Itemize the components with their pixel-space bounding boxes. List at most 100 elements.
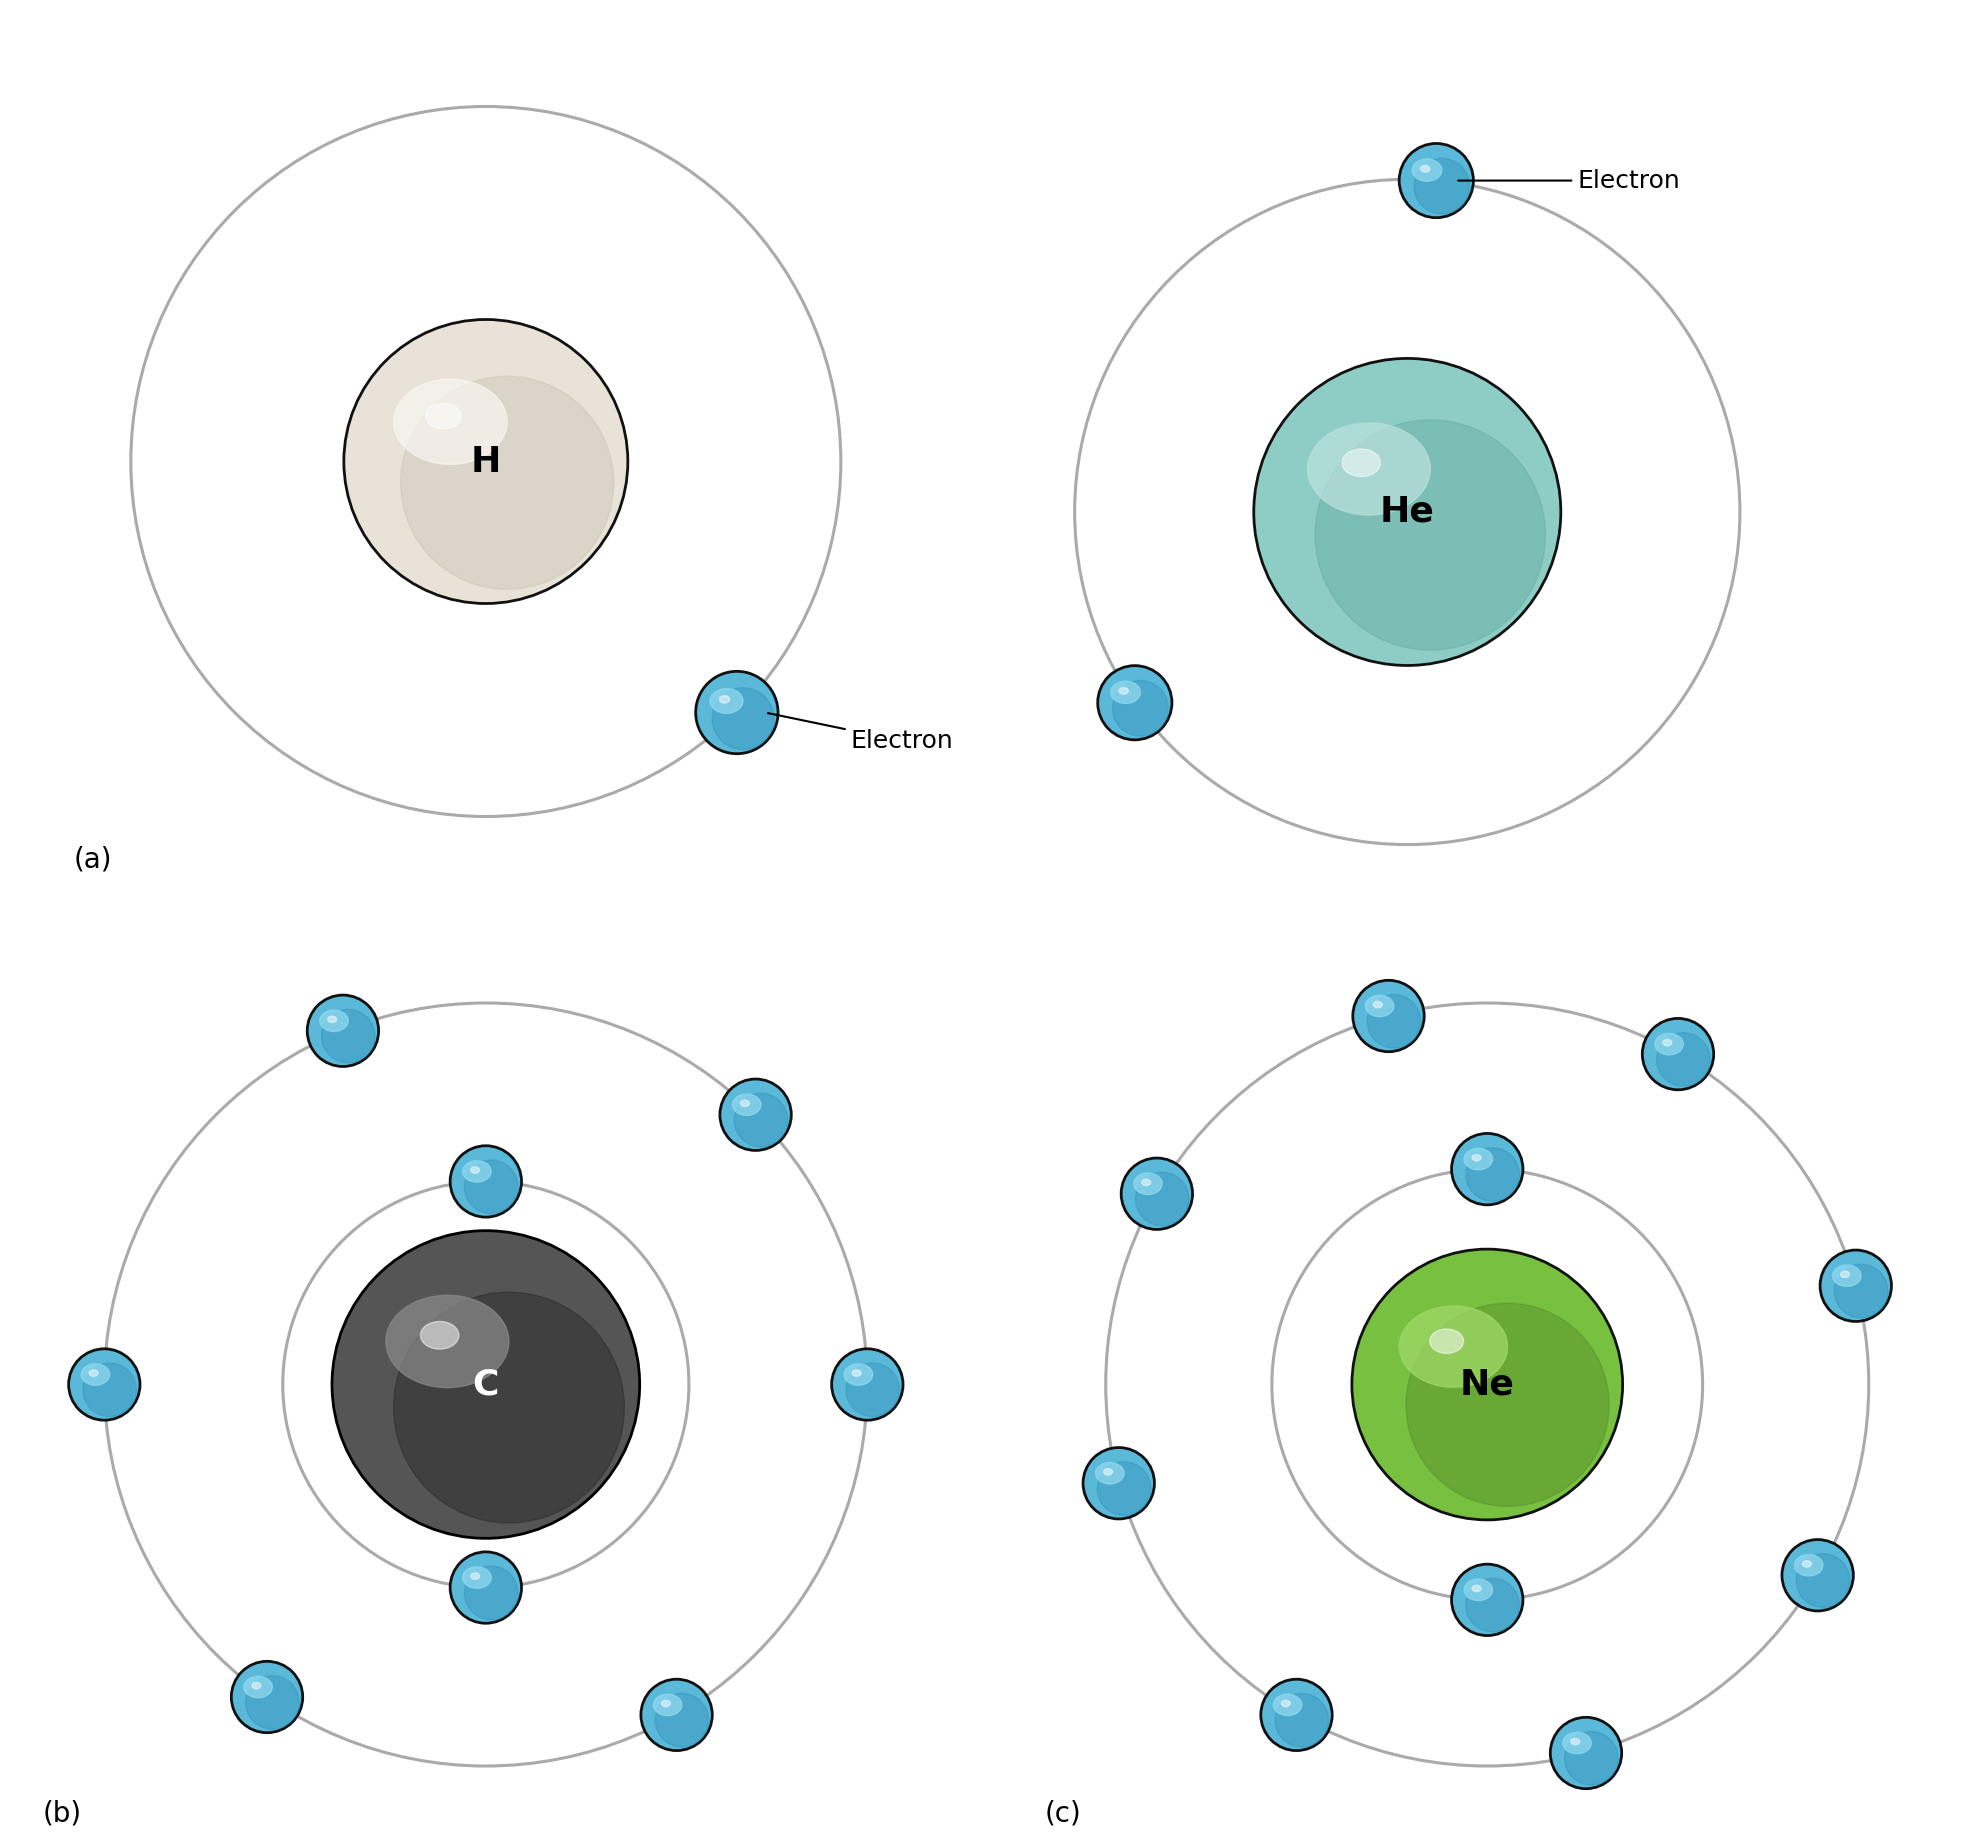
Ellipse shape xyxy=(1306,423,1429,515)
Ellipse shape xyxy=(1374,1001,1381,1008)
Ellipse shape xyxy=(1413,159,1469,214)
Ellipse shape xyxy=(1831,1265,1861,1287)
Ellipse shape xyxy=(386,1296,509,1388)
Circle shape xyxy=(1550,1717,1621,1789)
Circle shape xyxy=(343,319,628,604)
Ellipse shape xyxy=(1419,166,1429,172)
Ellipse shape xyxy=(733,1093,787,1146)
Ellipse shape xyxy=(464,1565,517,1619)
Ellipse shape xyxy=(1564,1732,1617,1785)
Ellipse shape xyxy=(1653,1034,1683,1054)
Ellipse shape xyxy=(1802,1560,1810,1567)
Ellipse shape xyxy=(1274,1693,1328,1746)
Ellipse shape xyxy=(1094,1462,1124,1484)
Circle shape xyxy=(450,1146,521,1217)
Circle shape xyxy=(450,1552,521,1623)
Ellipse shape xyxy=(319,1010,349,1032)
Ellipse shape xyxy=(470,1573,480,1580)
Ellipse shape xyxy=(1142,1180,1150,1185)
Text: C: C xyxy=(472,1368,499,1401)
Ellipse shape xyxy=(1655,1032,1708,1085)
Circle shape xyxy=(1451,1564,1522,1636)
Ellipse shape xyxy=(1794,1554,1821,1576)
Ellipse shape xyxy=(1465,1148,1518,1202)
Ellipse shape xyxy=(654,1693,708,1746)
Text: Ne: Ne xyxy=(1459,1368,1514,1401)
Ellipse shape xyxy=(1399,1305,1506,1386)
Ellipse shape xyxy=(392,1292,624,1523)
Ellipse shape xyxy=(244,1676,272,1698)
Ellipse shape xyxy=(1136,1172,1189,1226)
Ellipse shape xyxy=(420,1322,458,1349)
Circle shape xyxy=(1253,358,1560,665)
Circle shape xyxy=(696,672,777,753)
Circle shape xyxy=(1451,1133,1522,1205)
Ellipse shape xyxy=(1465,1578,1518,1632)
Ellipse shape xyxy=(1104,1469,1112,1475)
Text: Electron: Electron xyxy=(767,713,953,753)
Circle shape xyxy=(719,1080,791,1150)
Ellipse shape xyxy=(392,378,507,465)
Text: (a): (a) xyxy=(73,845,113,873)
Ellipse shape xyxy=(1342,449,1379,476)
Ellipse shape xyxy=(1272,1695,1302,1715)
Ellipse shape xyxy=(731,1095,761,1115)
Ellipse shape xyxy=(1112,681,1167,737)
Ellipse shape xyxy=(462,1567,492,1588)
Circle shape xyxy=(1352,980,1423,1052)
Circle shape xyxy=(1082,1447,1154,1519)
Ellipse shape xyxy=(1314,419,1544,650)
Ellipse shape xyxy=(400,377,612,589)
Ellipse shape xyxy=(321,1010,375,1063)
Ellipse shape xyxy=(1366,995,1419,1049)
Ellipse shape xyxy=(470,1167,480,1174)
Ellipse shape xyxy=(1663,1039,1671,1047)
Circle shape xyxy=(69,1349,141,1420)
Circle shape xyxy=(1098,666,1171,740)
Text: H: H xyxy=(470,445,501,478)
Ellipse shape xyxy=(1366,995,1393,1017)
Ellipse shape xyxy=(327,1015,337,1023)
Ellipse shape xyxy=(252,1682,262,1689)
Ellipse shape xyxy=(464,1159,517,1213)
Ellipse shape xyxy=(710,689,743,713)
Ellipse shape xyxy=(246,1676,299,1730)
Ellipse shape xyxy=(652,1695,682,1715)
Text: (c): (c) xyxy=(1045,1800,1080,1828)
Circle shape xyxy=(1399,144,1473,218)
Ellipse shape xyxy=(662,1700,670,1708)
Ellipse shape xyxy=(1833,1265,1887,1318)
Ellipse shape xyxy=(852,1370,860,1377)
Ellipse shape xyxy=(1280,1700,1290,1708)
Ellipse shape xyxy=(1405,1303,1607,1506)
Circle shape xyxy=(232,1661,303,1733)
Ellipse shape xyxy=(1411,159,1441,181)
Circle shape xyxy=(1352,1250,1621,1519)
Text: He: He xyxy=(1379,495,1435,530)
Ellipse shape xyxy=(1429,1329,1463,1353)
Ellipse shape xyxy=(1096,1462,1150,1516)
Ellipse shape xyxy=(719,696,729,703)
Ellipse shape xyxy=(844,1364,872,1384)
Ellipse shape xyxy=(1134,1172,1161,1194)
Ellipse shape xyxy=(739,1100,749,1106)
Ellipse shape xyxy=(1839,1272,1849,1277)
Ellipse shape xyxy=(1110,681,1140,703)
Circle shape xyxy=(1120,1157,1191,1229)
Ellipse shape xyxy=(1796,1554,1849,1608)
Circle shape xyxy=(830,1349,902,1420)
Ellipse shape xyxy=(462,1161,492,1181)
Circle shape xyxy=(1819,1250,1891,1322)
Circle shape xyxy=(331,1231,640,1538)
Ellipse shape xyxy=(846,1362,900,1416)
Ellipse shape xyxy=(1562,1732,1590,1754)
Ellipse shape xyxy=(1471,1586,1481,1591)
Ellipse shape xyxy=(1118,687,1128,694)
Ellipse shape xyxy=(426,402,460,428)
Ellipse shape xyxy=(1570,1739,1580,1744)
Ellipse shape xyxy=(1463,1148,1492,1170)
Text: (b): (b) xyxy=(44,1800,81,1828)
Circle shape xyxy=(1641,1019,1712,1089)
Ellipse shape xyxy=(89,1370,97,1377)
Circle shape xyxy=(640,1680,712,1750)
